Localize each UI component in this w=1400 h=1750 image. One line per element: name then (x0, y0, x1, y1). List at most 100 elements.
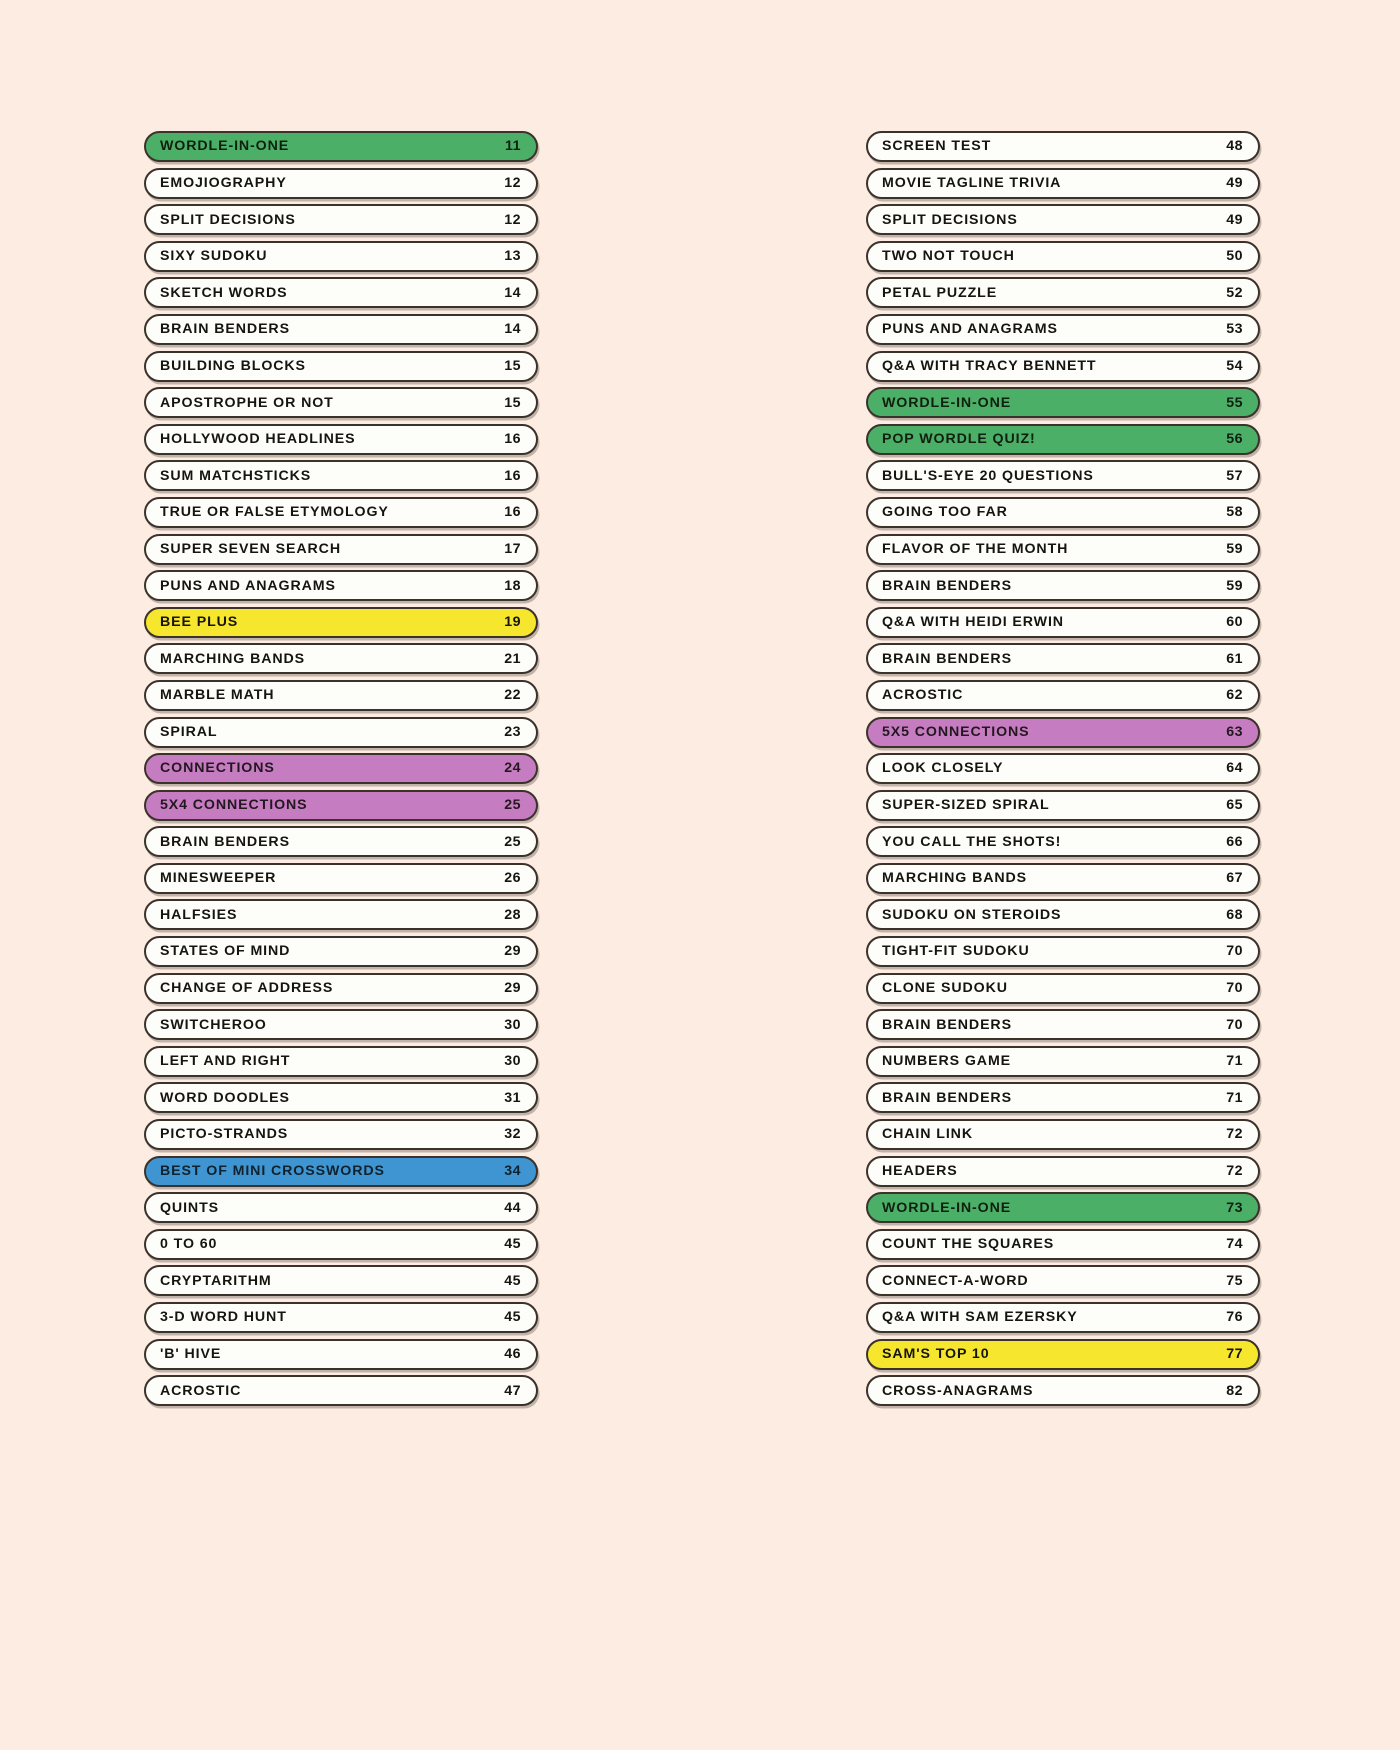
toc-entry[interactable]: CRYPTARITHM 45 (144, 1265, 538, 1297)
toc-entry[interactable]: STATES OF MIND 29 (144, 936, 538, 968)
toc-entry[interactable]: MOVIE TAGLINE TRIVIA 49 (866, 167, 1260, 199)
toc-entry[interactable]: COUNT THE SQUARES 74 (866, 1228, 1260, 1260)
toc-entry[interactable]: HEADERS 72 (866, 1155, 1260, 1187)
toc-entry[interactable]: MARCHING BANDS 67 (866, 862, 1260, 894)
toc-entry[interactable]: SUDOKU ON STEROIDS 68 (866, 899, 1260, 931)
toc-entry[interactable]: SAM'S TOP 10 77 (866, 1338, 1260, 1370)
toc-entry[interactable]: SIXY SUDOKU 13 (144, 240, 538, 272)
toc-entry[interactable]: POP WORDLE QUIZ! 56 (866, 423, 1260, 455)
toc-entry[interactable]: CROSS-ANAGRAMS 82 (866, 1375, 1260, 1407)
toc-entry-title: MARBLE MATH (160, 687, 275, 704)
toc-entry[interactable]: Q&A WITH SAM EZERSKY 76 (866, 1302, 1260, 1333)
toc-entry[interactable]: BRAIN BENDERS 14 (144, 313, 538, 345)
toc-entry-title: BRAIN BENDERS (882, 650, 1012, 667)
toc-entry[interactable]: SKETCH WORDS 14 (144, 277, 538, 309)
toc-entry[interactable]: HALFSIES 28 (144, 899, 538, 931)
toc-entry[interactable]: 'B' HIVE 46 (144, 1338, 538, 1370)
toc-entry[interactable]: QUINTS 44 (144, 1192, 538, 1224)
toc-entry[interactable]: 0 TO 60 45 (144, 1228, 538, 1260)
toc-entry[interactable]: SUM MATCHSTICKS 16 (144, 460, 538, 492)
toc-entry[interactable]: 3-D WORD HUNT 45 (144, 1302, 538, 1333)
toc-entry[interactable]: Q&A WITH HEIDI ERWIN 60 (866, 606, 1260, 638)
toc-entry[interactable]: BRAIN BENDERS 70 (866, 1009, 1260, 1041)
toc-entry[interactable]: MARBLE MATH 22 (144, 679, 538, 711)
toc-entry[interactable]: FLAVOR OF THE MONTH 59 (866, 533, 1260, 565)
toc-entry[interactable]: HOLLYWOOD HEADLINES 16 (144, 423, 538, 455)
toc-entry-page-number: 45 (504, 1236, 521, 1253)
toc-entry[interactable]: BRAIN BENDERS 25 (144, 826, 538, 858)
toc-entry[interactable]: PETAL PUZZLE 52 (866, 277, 1260, 309)
toc-entry-title: BUILDING BLOCKS (160, 357, 306, 374)
toc-entry[interactable]: LEFT AND RIGHT 30 (144, 1045, 538, 1077)
toc-entry-page-number: 15 (504, 394, 521, 411)
toc-entry-page-number: 18 (504, 577, 521, 594)
toc-entry[interactable]: SPLIT DECISIONS 49 (866, 204, 1260, 236)
toc-entry[interactable]: BEE PLUS 19 (144, 606, 538, 638)
toc-entry[interactable]: GOING TOO FAR 58 (866, 496, 1260, 528)
toc-entry[interactable]: BRAIN BENDERS 59 (866, 570, 1260, 602)
toc-entry[interactable]: Q&A WITH TRACY BENNETT 54 (866, 350, 1260, 382)
toc-entry[interactable]: CONNECTIONS 24 (144, 753, 538, 785)
toc-entry-title: BRAIN BENDERS (160, 321, 290, 338)
toc-entry[interactable]: SPLIT DECISIONS 12 (144, 204, 538, 236)
toc-entry-page-number: 16 (504, 504, 521, 521)
toc-entry-title: SUM MATCHSTICKS (160, 467, 312, 484)
toc-entry-title: BRAIN BENDERS (882, 577, 1012, 594)
toc-entry-title: CHANGE OF ADDRESS (160, 980, 334, 997)
toc-entry[interactable]: WORDLE-IN-ONE 11 (144, 131, 538, 162)
toc-entry-title: CONNECT-A-WORD (882, 1272, 1029, 1289)
toc-entry[interactable]: CLONE SUDOKU 70 (866, 972, 1260, 1004)
toc-entry[interactable]: TIGHT-FIT SUDOKU 70 (866, 936, 1260, 968)
toc-entry[interactable]: SWITCHEROO 30 (144, 1009, 538, 1041)
toc-entry[interactable]: 5X5 CONNECTIONS 63 (866, 716, 1260, 748)
toc-entry-title: HEADERS (882, 1163, 958, 1180)
toc-entry[interactable]: CHANGE OF ADDRESS 29 (144, 972, 538, 1004)
toc-entry[interactable]: MARCHING BANDS 21 (144, 643, 538, 675)
toc-entry[interactable]: APOSTROPHE OR NOT 15 (144, 387, 538, 419)
toc-entry[interactable]: BRAIN BENDERS 61 (866, 643, 1260, 675)
toc-entry-title: QUINTS (160, 1199, 219, 1216)
toc-entry[interactable]: LOOK CLOSELY 64 (866, 753, 1260, 785)
toc-entry[interactable]: WORD DOODLES 31 (144, 1082, 538, 1114)
toc-entry[interactable]: ACROSTIC 47 (144, 1375, 538, 1407)
toc-entry[interactable]: PUNS AND ANAGRAMS 18 (144, 570, 538, 602)
toc-entry-page-number: 76 (1226, 1309, 1243, 1326)
toc-entry-page-number: 49 (1226, 211, 1243, 228)
toc-entry[interactable]: SUPER-SIZED SPIRAL 65 (866, 789, 1260, 821)
toc-entry-title: 0 TO 60 (160, 1236, 218, 1253)
toc-entry[interactable]: WORDLE-IN-ONE 55 (866, 387, 1260, 419)
toc-entry[interactable]: SPIRAL 23 (144, 716, 538, 748)
toc-entry-page-number: 34 (504, 1163, 521, 1180)
toc-entry-page-number: 75 (1226, 1272, 1243, 1289)
toc-entry-title: TIGHT-FIT SUDOKU (882, 943, 1030, 960)
toc-entry[interactable]: YOU CALL THE SHOTS! 66 (866, 826, 1260, 858)
toc-entry[interactable]: ACROSTIC 62 (866, 679, 1260, 711)
toc-entry[interactable]: WORDLE-IN-ONE 73 (866, 1192, 1260, 1224)
toc-entry-page-number: 15 (504, 357, 521, 374)
toc-entry-page-number: 45 (504, 1272, 521, 1289)
toc-entry[interactable]: TRUE OR FALSE ETYMOLOGY 16 (144, 496, 538, 528)
toc-entry-page-number: 30 (504, 1053, 521, 1070)
toc-entry[interactable]: BEST OF MINI CROSSWORDS 34 (144, 1155, 538, 1187)
toc-entry[interactable]: MINESWEEPER 26 (144, 862, 538, 894)
toc-entry-page-number: 16 (504, 467, 521, 484)
toc-entry-title: BRAIN BENDERS (882, 1016, 1012, 1033)
toc-entry-page-number: 72 (1226, 1126, 1243, 1143)
toc-entry-title: CRYPTARITHM (160, 1272, 272, 1289)
toc-entry[interactable]: BULL'S-EYE 20 QUESTIONS 57 (866, 460, 1260, 492)
toc-entry-title: SPLIT DECISIONS (160, 211, 296, 228)
toc-entry[interactable]: CONNECT-A-WORD 75 (866, 1265, 1260, 1297)
toc-entry[interactable]: 5X4 CONNECTIONS 25 (144, 789, 538, 821)
toc-entry-page-number: 73 (1226, 1199, 1243, 1216)
toc-entry[interactable]: NUMBERS GAME 71 (866, 1045, 1260, 1077)
toc-entry[interactable]: EMOJIOGRAPHY 12 (144, 167, 538, 199)
toc-entry[interactable]: SUPER SEVEN SEARCH 17 (144, 533, 538, 565)
toc-entry[interactable]: TWO NOT TOUCH 50 (866, 240, 1260, 272)
toc-entry[interactable]: PUNS AND ANAGRAMS 53 (866, 313, 1260, 345)
toc-entry[interactable]: CHAIN LINK 72 (866, 1119, 1260, 1151)
toc-entry[interactable]: SCREEN TEST 48 (866, 131, 1260, 162)
toc-entry[interactable]: BUILDING BLOCKS 15 (144, 350, 538, 382)
toc-entry[interactable]: PICTO-STRANDS 32 (144, 1119, 538, 1151)
toc-entry[interactable]: BRAIN BENDERS 71 (866, 1082, 1260, 1114)
